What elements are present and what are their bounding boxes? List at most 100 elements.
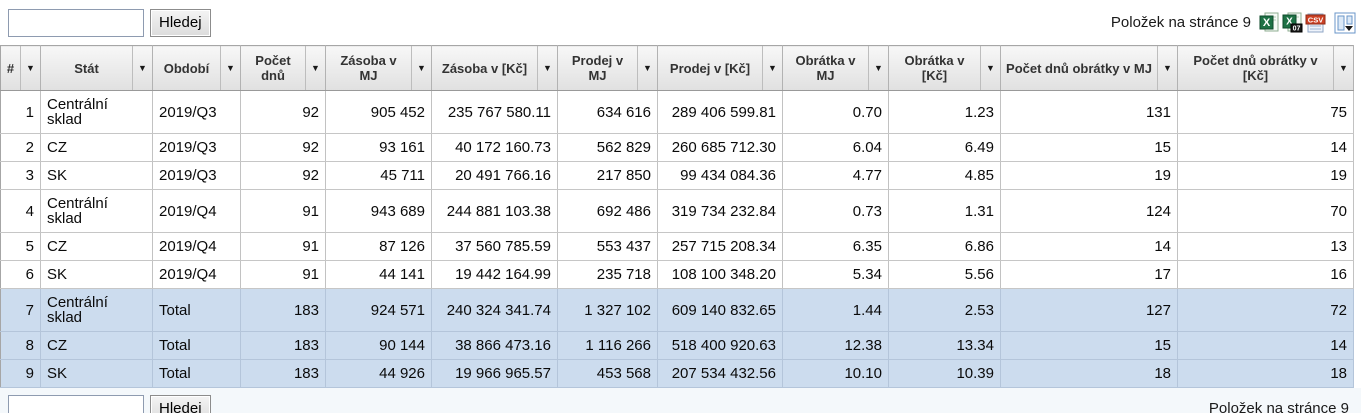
cell: 257 715 208.34 bbox=[657, 232, 783, 261]
cell: Centrální sklad bbox=[40, 189, 153, 233]
column-header-1[interactable]: Stát ▼ bbox=[40, 45, 153, 91]
filter-dropdown-icon[interactable]: ▼ bbox=[132, 46, 152, 90]
column-header-label: Zásoba v MJ bbox=[340, 53, 397, 83]
cell: 183 bbox=[240, 331, 326, 360]
filter-dropdown-icon[interactable]: ▼ bbox=[980, 46, 1000, 90]
cell: 1 327 102 bbox=[557, 288, 658, 332]
cell: 1.44 bbox=[782, 288, 889, 332]
cell: 5.56 bbox=[888, 260, 1001, 289]
cell: 2019/Q3 bbox=[152, 161, 241, 190]
filter-dropdown-icon[interactable]: ▼ bbox=[305, 46, 325, 90]
column-header-label: Prodej v MJ bbox=[571, 53, 624, 83]
top-toolbar: Hledej Položek na stránce 9 X X 07 CSV bbox=[0, 0, 1361, 45]
cell: 15 bbox=[1000, 133, 1178, 162]
cell: 634 616 bbox=[557, 90, 658, 134]
column-header-label: Prodej v [Kč] bbox=[669, 60, 751, 76]
column-header-0[interactable]: # ▼ bbox=[0, 45, 41, 91]
column-header-9[interactable]: Obrátka v [Kč] ▼ bbox=[888, 45, 1001, 91]
cell: 18 bbox=[1000, 359, 1178, 388]
column-header-5[interactable]: Zásoba v [Kč] ▼ bbox=[431, 45, 558, 91]
column-header-2[interactable]: Období ▼ bbox=[152, 45, 241, 91]
column-header-10[interactable]: Počet dnů obrátky v MJ ▼ bbox=[1000, 45, 1178, 91]
filter-dropdown-icon[interactable]: ▼ bbox=[537, 46, 557, 90]
column-header-label: Počet dnů obrátky v MJ bbox=[1006, 60, 1152, 76]
column-header-4[interactable]: Zásoba v MJ ▼ bbox=[325, 45, 432, 91]
cell: 14 bbox=[1000, 232, 1178, 261]
cell: 14 bbox=[1177, 331, 1354, 360]
cell: 45 711 bbox=[325, 161, 432, 190]
cell: 6.49 bbox=[888, 133, 1001, 162]
cell: 1.31 bbox=[888, 189, 1001, 233]
cell: 19 bbox=[1000, 161, 1178, 190]
cell: 207 534 432.56 bbox=[657, 359, 783, 388]
cell: 17 bbox=[1000, 260, 1178, 289]
cell: 2019/Q3 bbox=[152, 133, 241, 162]
bottom-toolbar: Hledej Položek na stránce 9 bbox=[0, 388, 1361, 413]
cell: 4.85 bbox=[888, 161, 1001, 190]
search-button-top[interactable]: Hledej bbox=[150, 8, 211, 37]
cell: 93 161 bbox=[325, 133, 432, 162]
column-header-7[interactable]: Prodej v [Kč] ▼ bbox=[657, 45, 783, 91]
cell: 4.77 bbox=[782, 161, 889, 190]
column-chooser-icon[interactable] bbox=[1334, 12, 1356, 34]
cell: 244 881 103.38 bbox=[431, 189, 558, 233]
table-row: 3 SK 2019/Q3 92 45 711 20 491 766.16 217 850 99… bbox=[0, 161, 1354, 190]
cell: SK bbox=[40, 359, 153, 388]
search-input-top[interactable] bbox=[8, 8, 144, 37]
cell: 4 bbox=[0, 189, 41, 233]
cell: 92 bbox=[240, 161, 326, 190]
search-button-bottom[interactable]: Hledej bbox=[150, 394, 211, 413]
cell: 19 966 965.57 bbox=[431, 359, 558, 388]
xls-export-icon[interactable]: X bbox=[1259, 12, 1280, 33]
cell: 19 bbox=[1177, 161, 1354, 190]
cell: 87 126 bbox=[325, 232, 432, 261]
cell: 2019/Q3 bbox=[152, 90, 241, 134]
filter-dropdown-icon[interactable]: ▼ bbox=[1157, 46, 1177, 90]
cell: CZ bbox=[40, 133, 153, 162]
table-row-total: 9 SK Total 183 44 926 19 966 965.57 453 568 207… bbox=[0, 359, 1354, 388]
cell: 20 491 766.16 bbox=[431, 161, 558, 190]
filter-dropdown-icon[interactable]: ▼ bbox=[637, 46, 657, 90]
table-row: 1 Centrální sklad 2019/Q3 92 905 452 235 767 … bbox=[0, 90, 1354, 134]
cell: 91 bbox=[240, 232, 326, 261]
filter-dropdown-icon[interactable]: ▼ bbox=[20, 46, 40, 90]
column-header-label: # bbox=[6, 60, 15, 76]
cell: 235 718 bbox=[557, 260, 658, 289]
cell: 91 bbox=[240, 189, 326, 233]
filter-dropdown-icon[interactable]: ▼ bbox=[220, 46, 240, 90]
cell: 217 850 bbox=[557, 161, 658, 190]
cell: 92 bbox=[240, 90, 326, 134]
cell: 7 bbox=[0, 288, 41, 332]
cell: 6.04 bbox=[782, 133, 889, 162]
cell: CZ bbox=[40, 232, 153, 261]
filter-dropdown-icon[interactable]: ▼ bbox=[411, 46, 431, 90]
csv-export-icon[interactable]: CSV bbox=[1305, 12, 1326, 33]
cell: 1 116 266 bbox=[557, 331, 658, 360]
cell: 2 bbox=[0, 133, 41, 162]
cell: 2019/Q4 bbox=[152, 232, 241, 261]
search-input-bottom[interactable] bbox=[8, 394, 144, 413]
cell: 0.70 bbox=[782, 90, 889, 134]
filter-dropdown-icon[interactable]: ▼ bbox=[762, 46, 782, 90]
cell: 10.10 bbox=[782, 359, 889, 388]
cell: 10.39 bbox=[888, 359, 1001, 388]
filter-dropdown-icon[interactable]: ▼ bbox=[1333, 46, 1353, 90]
cell: Total bbox=[152, 288, 241, 332]
table-row: 4 Centrální sklad 2019/Q4 91 943 689 244 881 … bbox=[0, 189, 1354, 233]
column-header-label: Obrátka v MJ bbox=[795, 53, 856, 83]
svg-text:CSV: CSV bbox=[1308, 16, 1323, 25]
column-header-3[interactable]: Počet dnů ▼ bbox=[240, 45, 326, 91]
column-header-6[interactable]: Prodej v MJ ▼ bbox=[557, 45, 658, 91]
filter-dropdown-icon[interactable]: ▼ bbox=[868, 46, 888, 90]
cell: SK bbox=[40, 161, 153, 190]
column-header-11[interactable]: Počet dnů obrátky v [Kč] ▼ bbox=[1177, 45, 1354, 91]
cell: 2.53 bbox=[888, 288, 1001, 332]
column-header-label: Období bbox=[163, 60, 210, 76]
cell: 0.73 bbox=[782, 189, 889, 233]
xlsx-2007-export-icon[interactable]: X 07 bbox=[1282, 12, 1303, 33]
cell: 14 bbox=[1177, 133, 1354, 162]
column-header-8[interactable]: Obrátka v MJ ▼ bbox=[782, 45, 889, 91]
cell: 183 bbox=[240, 288, 326, 332]
grid-body: 1 Centrální sklad 2019/Q3 92 905 452 235 767 … bbox=[0, 90, 1354, 388]
cell: 692 486 bbox=[557, 189, 658, 233]
